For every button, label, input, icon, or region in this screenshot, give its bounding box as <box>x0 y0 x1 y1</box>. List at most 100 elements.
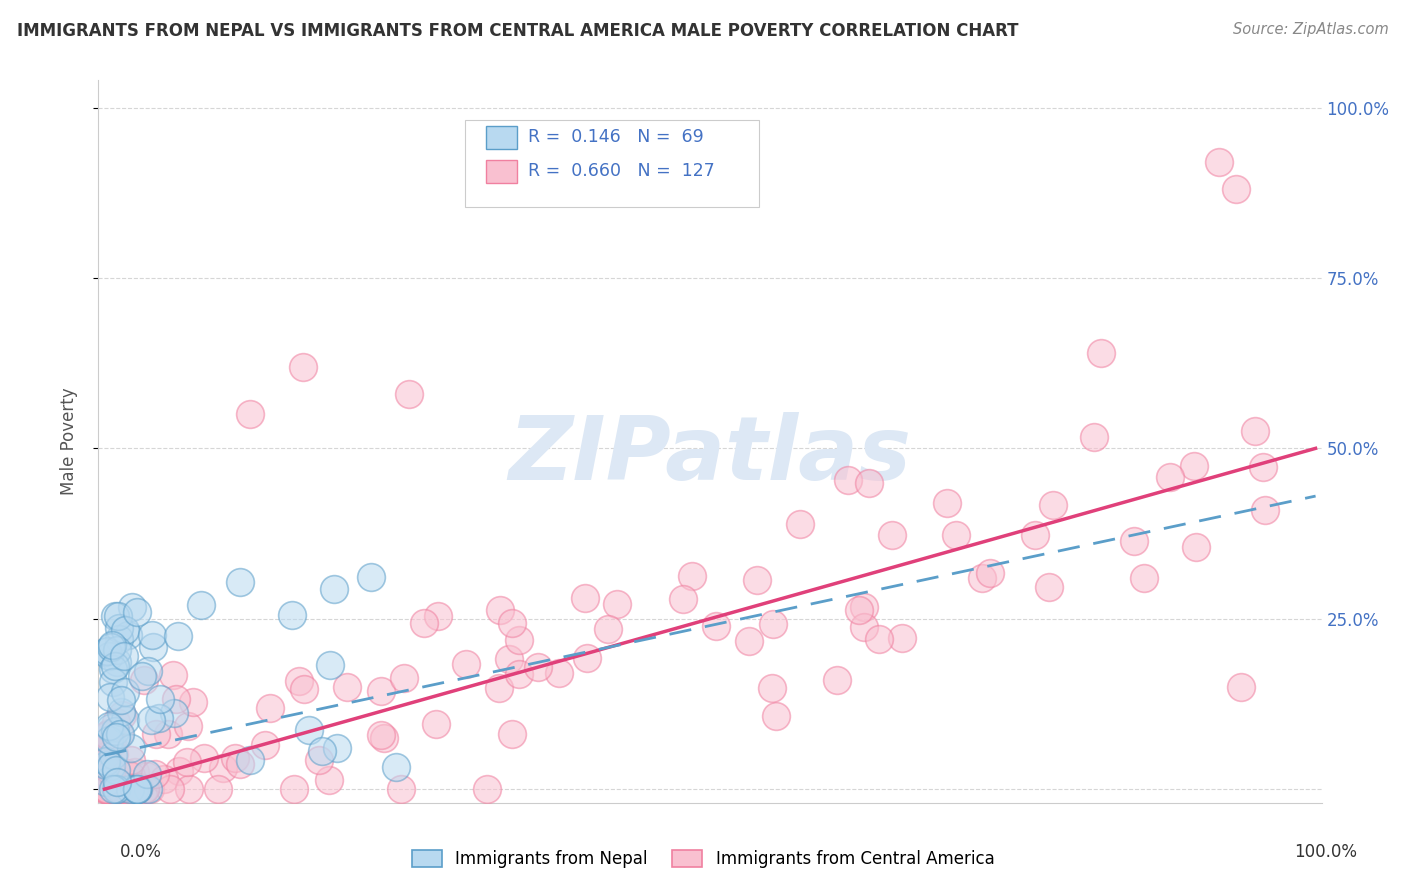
Point <box>970 571 993 585</box>
Point <box>1185 540 1208 554</box>
Point <box>93 782 115 797</box>
Point <box>96 782 118 797</box>
Y-axis label: Male Poverty: Male Poverty <box>59 388 77 495</box>
Point <box>97 719 120 733</box>
Point <box>1038 580 1060 594</box>
Point <box>96 728 118 742</box>
Point <box>373 731 395 745</box>
Point <box>606 597 628 611</box>
Point <box>110 705 132 719</box>
Point <box>389 782 412 797</box>
Point <box>508 632 530 647</box>
Point <box>104 782 127 797</box>
Point <box>131 669 153 683</box>
Point <box>94 756 117 770</box>
Legend: Immigrants from Nepal, Immigrants from Central America: Immigrants from Nepal, Immigrants from C… <box>405 843 1001 875</box>
Point <box>1184 458 1206 473</box>
Point <box>111 707 134 722</box>
Point <box>159 782 181 797</box>
Point <box>190 599 212 613</box>
Point <box>935 496 957 510</box>
Point <box>122 782 145 797</box>
Point <box>145 727 167 741</box>
Point <box>128 780 150 794</box>
Point <box>945 528 967 542</box>
Point <box>239 753 262 767</box>
Point <box>789 516 811 531</box>
Point <box>97 738 120 752</box>
Point <box>148 711 170 725</box>
Point <box>120 769 142 783</box>
Point <box>1225 182 1247 196</box>
Point <box>141 627 163 641</box>
Point <box>1230 680 1253 694</box>
Point <box>527 659 550 673</box>
Text: 100.0%: 100.0% <box>1294 843 1357 861</box>
Point <box>125 782 148 797</box>
Point <box>114 684 136 698</box>
Point <box>105 655 128 669</box>
Point <box>207 782 229 797</box>
Point <box>156 727 179 741</box>
Point <box>825 673 848 687</box>
Point <box>454 657 477 671</box>
Point <box>283 782 305 797</box>
Point <box>127 782 149 797</box>
Point <box>114 713 136 727</box>
Point <box>103 747 125 761</box>
Point <box>370 728 392 742</box>
Point <box>125 782 148 797</box>
Point <box>163 706 186 720</box>
Point <box>427 608 450 623</box>
Point <box>1122 534 1144 549</box>
Point <box>107 727 129 741</box>
Point <box>229 574 252 589</box>
Point <box>107 632 129 646</box>
Point <box>412 616 434 631</box>
Point <box>120 753 142 767</box>
Point <box>1244 424 1267 438</box>
Point <box>1083 430 1105 444</box>
Point <box>103 748 125 763</box>
Point <box>121 600 143 615</box>
Point <box>574 591 596 605</box>
Point <box>475 782 498 797</box>
Text: R =  0.146   N =  69: R = 0.146 N = 69 <box>527 128 703 146</box>
Point <box>134 782 156 797</box>
Point <box>94 645 117 659</box>
Point <box>101 782 124 797</box>
Point <box>112 782 135 797</box>
Point <box>108 782 131 797</box>
Point <box>101 736 124 750</box>
Point <box>193 751 215 765</box>
Point <box>101 675 124 690</box>
Point <box>136 769 159 783</box>
FancyBboxPatch shape <box>486 126 517 149</box>
Point <box>176 756 198 770</box>
Point <box>101 662 124 676</box>
Point <box>1133 571 1156 585</box>
Point <box>761 681 783 695</box>
Point <box>104 608 127 623</box>
Point <box>162 668 184 682</box>
Point <box>762 617 785 632</box>
Point <box>291 359 314 374</box>
Point <box>124 765 146 780</box>
Point <box>142 640 165 654</box>
Point <box>880 528 903 542</box>
Point <box>322 582 344 597</box>
Point <box>177 719 200 733</box>
Point <box>105 775 128 789</box>
Point <box>94 758 117 772</box>
Point <box>498 651 520 665</box>
Text: ZIPatlas: ZIPatlas <box>509 412 911 500</box>
Point <box>94 765 117 780</box>
Point <box>105 782 128 797</box>
Point <box>1254 502 1277 516</box>
Point <box>297 723 319 737</box>
Point <box>114 623 136 637</box>
Point <box>837 473 859 487</box>
Point <box>1208 155 1230 169</box>
Point <box>239 407 262 421</box>
Point <box>104 658 127 673</box>
